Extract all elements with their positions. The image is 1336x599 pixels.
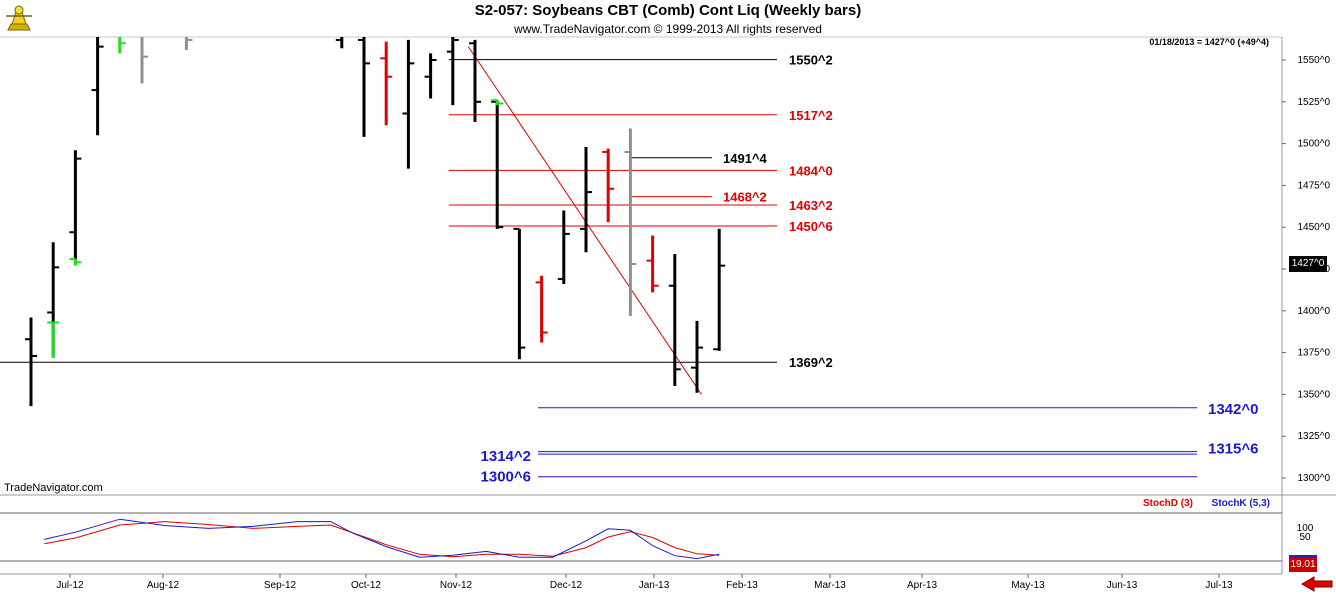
level-label: 1369^2 bbox=[789, 355, 833, 370]
ohlc-bar bbox=[624, 128, 637, 316]
stoch-y-tick-label: 50 bbox=[1299, 532, 1311, 543]
ohlc-bar bbox=[491, 99, 504, 106]
ohlc-bar bbox=[335, 37, 344, 49]
x-tick-label: Mar-13 bbox=[814, 580, 846, 591]
ohlc-bar bbox=[713, 228, 726, 351]
ohlc-bar bbox=[402, 39, 415, 169]
y-tick-label: 1500^0 bbox=[1298, 139, 1331, 150]
level-lines: 1550^2 1517^2 1491^4 1484^0 1468^2 1463^2 1450… bbox=[0, 53, 1258, 486]
ohlc-bar bbox=[47, 321, 60, 358]
x-tick-label: Feb-13 bbox=[726, 580, 758, 591]
level-label: 1463^2 bbox=[789, 198, 833, 213]
level-label: 1468^2 bbox=[723, 190, 767, 205]
level-label: 1315^6 bbox=[1208, 441, 1258, 458]
y-tick-label: 1450^0 bbox=[1298, 222, 1331, 233]
stoch-y-tick-label: 100 bbox=[1297, 523, 1314, 534]
ohlc-bar bbox=[446, 37, 459, 106]
y-tick-label: 1475^0 bbox=[1298, 180, 1331, 191]
ohlc-bar bbox=[91, 37, 104, 136]
last-price-label: 1427^0 bbox=[1289, 256, 1327, 272]
date-x-axis: Jul-12 Aug-12 Sep-12 Oct-12 Nov-12 Dec-12 Jan-… bbox=[56, 574, 1233, 591]
level-label: 1314^2 bbox=[481, 448, 531, 465]
y-tick-label: 1300^0 bbox=[1298, 473, 1331, 484]
ohlc-bars bbox=[25, 37, 726, 407]
ohlc-bar bbox=[184, 37, 193, 50]
ohlc-bar bbox=[25, 317, 37, 407]
level-label: 1300^6 bbox=[481, 469, 531, 486]
level-label: 1550^2 bbox=[789, 53, 833, 68]
readout-text: 01/18/2013 = 1427^0 (+49^4) bbox=[1149, 37, 1269, 47]
stoch-series-line bbox=[44, 521, 720, 558]
x-tick-label: Jan-13 bbox=[639, 580, 670, 591]
ohlc-bar bbox=[469, 39, 481, 122]
y-tick-label: 1525^0 bbox=[1298, 97, 1331, 108]
x-tick-label: Nov-12 bbox=[440, 580, 473, 591]
ohlc-bar bbox=[691, 320, 703, 393]
stoch-legend-label: StochD (3) bbox=[1143, 498, 1193, 509]
x-tick-label: Sep-12 bbox=[264, 580, 297, 591]
x-tick-label: May-13 bbox=[1011, 580, 1045, 591]
y-tick-label: 1375^0 bbox=[1298, 348, 1331, 359]
level-label: 1491^4 bbox=[723, 151, 768, 166]
y-tick-label: 1325^0 bbox=[1298, 431, 1331, 442]
watermark-text: TradeNavigator.com bbox=[4, 482, 103, 494]
y-tick-label: 1350^0 bbox=[1298, 389, 1331, 400]
level-label: 1342^0 bbox=[1208, 401, 1258, 418]
ohlc-bar bbox=[646, 235, 659, 293]
x-tick-label: Dec-12 bbox=[550, 580, 583, 591]
ohlc-bar bbox=[602, 148, 615, 223]
ohlc-bar bbox=[580, 146, 592, 253]
chart-title: S2-057: Soybeans CBT (Comb) Cont Liq (We… bbox=[474, 2, 862, 19]
stoch-legend-label: StochK (5,3) bbox=[1212, 498, 1270, 509]
level-label: 1517^2 bbox=[789, 108, 833, 123]
stoch-series-line bbox=[44, 518, 720, 560]
x-tick-label: Apr-13 bbox=[907, 580, 937, 591]
y-tick-label: 1550^0 bbox=[1298, 55, 1331, 66]
x-tick-label: Jul-12 bbox=[56, 580, 84, 591]
ohlc-bar bbox=[513, 227, 526, 360]
trade-navigator-logo-icon[interactable] bbox=[2, 2, 36, 35]
ohlc-bar bbox=[380, 41, 393, 126]
red-left-arrow-icon[interactable] bbox=[1300, 575, 1334, 593]
ohlc-bar bbox=[668, 253, 681, 387]
ohlc-bar bbox=[69, 257, 82, 266]
level-label: 1450^6 bbox=[789, 219, 833, 234]
stoch-value-label: 19.01 bbox=[1289, 555, 1317, 572]
ohlc-bar bbox=[535, 275, 548, 343]
ohlc-bar bbox=[140, 37, 148, 84]
x-tick-label: Jun-13 bbox=[1107, 580, 1138, 591]
x-tick-label: Aug-12 bbox=[147, 580, 180, 591]
ohlc-bar bbox=[358, 37, 370, 137]
ohlc-bar bbox=[118, 37, 126, 54]
x-tick-label: Oct-12 bbox=[351, 580, 381, 591]
x-tick-label: Jul-13 bbox=[1205, 580, 1233, 591]
ohlc-bar bbox=[557, 210, 570, 285]
ohlc-bar bbox=[69, 150, 82, 259]
y-tick-label: 1400^0 bbox=[1298, 306, 1331, 317]
ohlc-bar bbox=[424, 53, 437, 99]
level-label: 1484^0 bbox=[789, 163, 833, 178]
chart-subtitle: www.TradeNavigator.com © 1999-2013 All r… bbox=[514, 22, 822, 36]
